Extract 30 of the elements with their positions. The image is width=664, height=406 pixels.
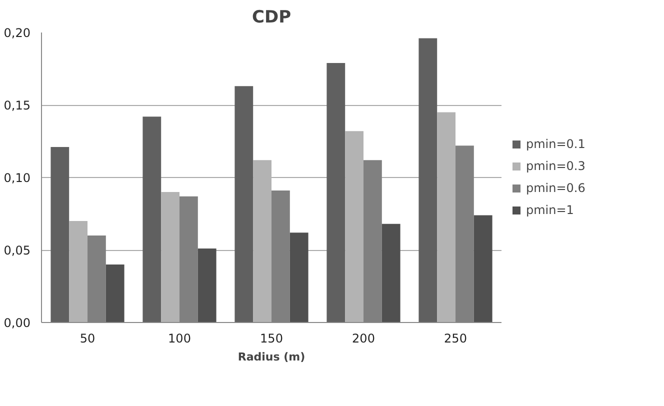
- legend-label: pmin=0.6: [526, 181, 586, 195]
- bar: [290, 232, 308, 322]
- chart-title: CDP: [252, 8, 292, 28]
- legend-label: pmin=1: [526, 203, 574, 217]
- x-tick-label: 200: [352, 332, 375, 346]
- x-tick-label: 50: [80, 332, 96, 346]
- bar: [106, 264, 124, 322]
- bar: [198, 248, 216, 322]
- x-tick-label: 100: [168, 332, 191, 346]
- bar: [345, 131, 364, 322]
- bar: [142, 116, 162, 322]
- x-axis-title: Radius (m): [238, 350, 306, 364]
- y-tick-label: 0,20: [4, 26, 30, 40]
- y-tick-label: 0,05: [4, 244, 30, 258]
- y-tick-label: 0,15: [4, 98, 30, 112]
- bar: [418, 38, 438, 322]
- x-tick-label: 250: [444, 332, 467, 346]
- bar: [326, 62, 346, 322]
- bar: [161, 192, 180, 322]
- legend-label: pmin=0.3: [526, 159, 586, 173]
- y-tick-label: 0,10: [4, 171, 30, 185]
- x-tick-label: 150: [260, 332, 283, 346]
- bar: [234, 86, 254, 322]
- bar: [437, 112, 456, 322]
- legend-label: pmin=0.1: [526, 137, 586, 151]
- bar: [50, 147, 70, 322]
- y-tick-label: 0,00: [4, 316, 30, 330]
- bar: [474, 215, 492, 322]
- bar: [382, 224, 400, 322]
- bar: [69, 221, 88, 322]
